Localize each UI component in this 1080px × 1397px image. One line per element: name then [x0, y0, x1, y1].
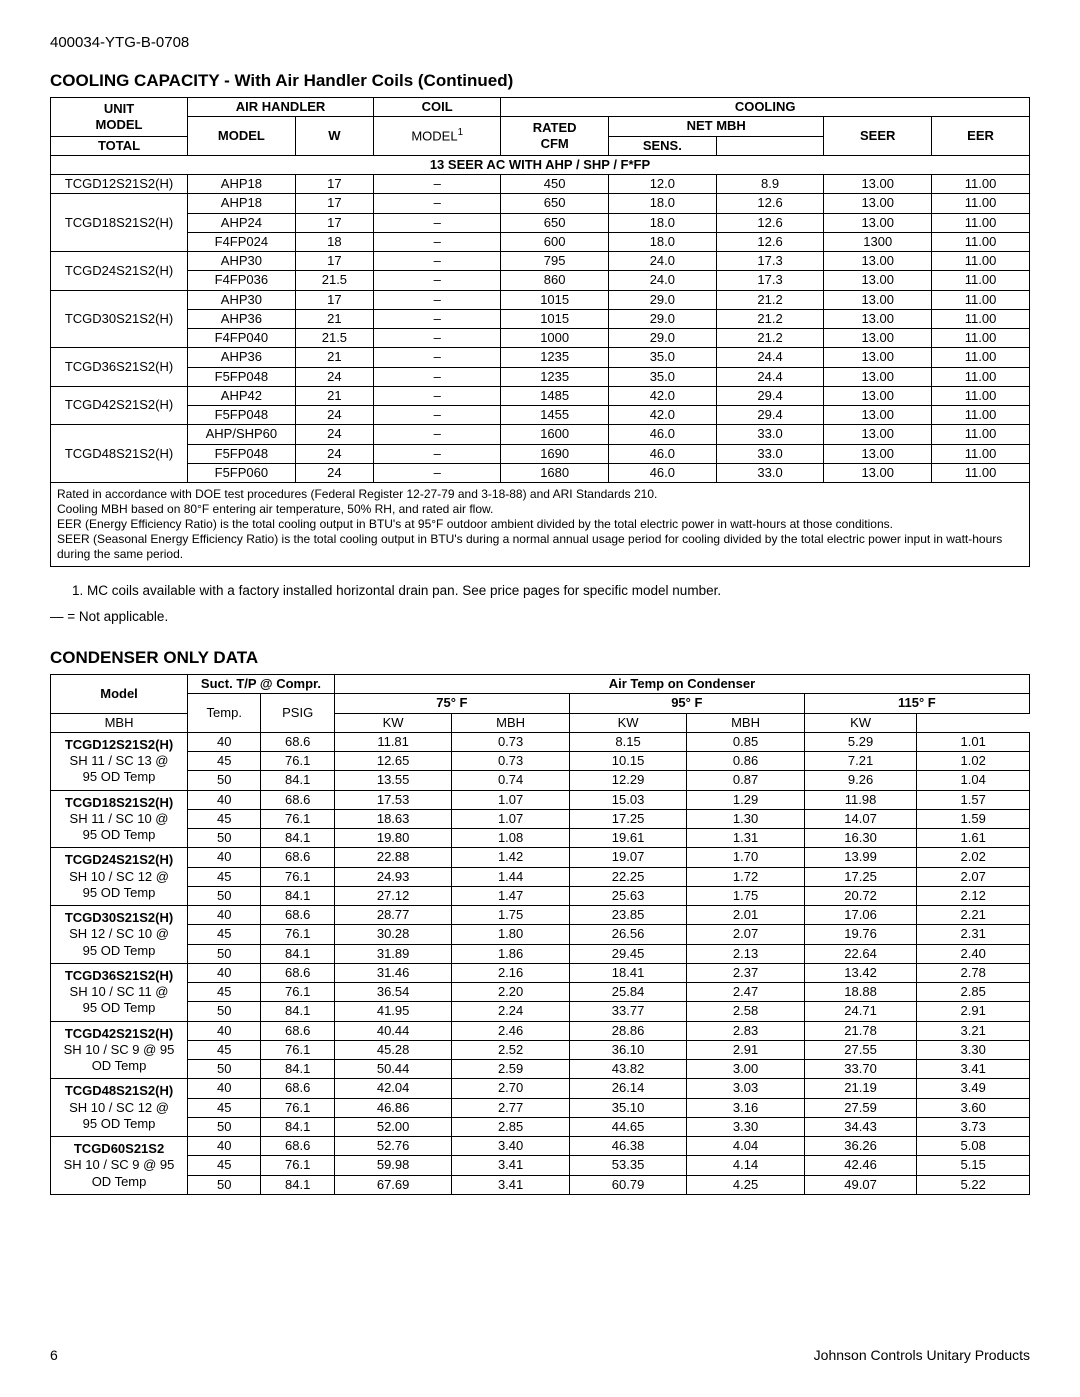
- table-row: AHP3621–101529.021.213.0011.00: [51, 309, 1030, 328]
- table-row: 4576.145.282.5236.102.9127.553.30: [51, 1040, 1030, 1059]
- condenser-only-table: Model Suct. T/P @ Compr. Air Temp on Con…: [50, 674, 1030, 1195]
- table1-header: UNITMODEL AIR HANDLER COIL COOLING MODEL…: [51, 98, 1030, 156]
- table-row: 5084.152.002.8544.653.3034.433.73: [51, 1117, 1030, 1136]
- table-row: TCGD30S21S2(H)SH 12 / SC 10 @95 OD Temp4…: [51, 906, 1030, 925]
- table-row: F4FP04021.5–100029.021.213.0011.00: [51, 329, 1030, 348]
- table2-title: CONDENSER ONLY DATA: [50, 648, 1030, 668]
- table-row: 4576.146.862.7735.103.1627.593.60: [51, 1098, 1030, 1117]
- unit-model-cell: TCGD42S21S2(H): [51, 386, 188, 425]
- table-row: 4576.118.631.0717.251.3014.071.59: [51, 809, 1030, 828]
- table-row: TCGD18S21S2(H)AHP1817–65018.012.613.0011…: [51, 194, 1030, 213]
- footer-company: Johnson Controls Unitary Products: [814, 1347, 1030, 1363]
- condenser-model-cell: TCGD30S21S2(H)SH 12 / SC 10 @95 OD Temp: [51, 906, 188, 964]
- table-row: F5FP04824–145542.029.413.0011.00: [51, 406, 1030, 425]
- table1-title: COOLING CAPACITY - With Air Handler Coil…: [50, 71, 1030, 91]
- page-number: 6: [50, 1347, 58, 1363]
- table-row: TCGD12S21S2(H)SH 11 / SC 13 @95 OD Temp4…: [51, 732, 1030, 751]
- table-row: TCGD42S21S2(H)SH 10 / SC 9 @ 95OD Temp40…: [51, 1021, 1030, 1040]
- condenser-model-cell: TCGD36S21S2(H)SH 10 / SC 11 @95 OD Temp: [51, 963, 188, 1021]
- table-row: TCGD36S21S2(H)SH 10 / SC 11 @95 OD Temp4…: [51, 963, 1030, 982]
- table-row: 4576.124.931.4422.251.7217.252.07: [51, 867, 1030, 886]
- table2-header: Model Suct. T/P @ Compr. Air Temp on Con…: [51, 675, 1030, 733]
- table1-notes: Rated in accordance with DOE test proced…: [51, 483, 1030, 567]
- table-row: 5084.131.891.8629.452.1322.642.40: [51, 944, 1030, 963]
- table-row: 4576.136.542.2025.842.4718.882.85: [51, 983, 1030, 1002]
- table-row: TCGD24S21S2(H)SH 10 / SC 12 @95 OD Temp4…: [51, 848, 1030, 867]
- table-row: F4FP03621.5–86024.017.313.0011.00: [51, 271, 1030, 290]
- unit-model-cell: TCGD30S21S2(H): [51, 290, 188, 348]
- table-row: 4576.112.650.7310.150.867.211.02: [51, 752, 1030, 771]
- table-row: TCGD30S21S2(H)AHP3017–101529.021.213.001…: [51, 290, 1030, 309]
- table-row: 4576.130.281.8026.562.0719.762.31: [51, 925, 1030, 944]
- doc-id: 400034-YTG-B-0708: [50, 34, 1030, 51]
- table1-section-label: 13 SEER AC WITH AHP / SHP / F*FP: [51, 155, 1030, 174]
- condenser-model-cell: TCGD42S21S2(H)SH 10 / SC 9 @ 95OD Temp: [51, 1021, 188, 1079]
- unit-model-cell: TCGD36S21S2(H): [51, 348, 188, 387]
- table-row: F5FP06024–168046.033.013.0011.00: [51, 463, 1030, 482]
- table-row: 5084.127.121.4725.631.7520.722.12: [51, 886, 1030, 905]
- table-row: AHP2417–65018.012.613.0011.00: [51, 213, 1030, 232]
- table-row: 5084.119.801.0819.611.3116.301.61: [51, 829, 1030, 848]
- table-row: F4FP02418–60018.012.6130011.00: [51, 232, 1030, 251]
- unit-model-cell: TCGD48S21S2(H): [51, 425, 188, 483]
- table-row: TCGD18S21S2(H)SH 11 / SC 10 @95 OD Temp4…: [51, 790, 1030, 809]
- table-row: 5084.141.952.2433.772.5824.712.91: [51, 1002, 1030, 1021]
- table-row: F5FP04824–169046.033.013.0011.00: [51, 444, 1030, 463]
- table-row: TCGD48S21S2(H)AHP/SHP6024–160046.033.013…: [51, 425, 1030, 444]
- unit-model-cell: TCGD18S21S2(H): [51, 194, 188, 252]
- table-row: 5084.167.693.4160.794.2549.075.22: [51, 1175, 1030, 1194]
- condenser-model-cell: TCGD18S21S2(H)SH 11 / SC 10 @95 OD Temp: [51, 790, 188, 848]
- table-row: TCGD48S21S2(H)SH 10 / SC 12 @95 OD Temp4…: [51, 1079, 1030, 1098]
- condenser-model-cell: TCGD48S21S2(H)SH 10 / SC 12 @95 OD Temp: [51, 1079, 188, 1137]
- table-row: 5084.113.550.7412.290.879.261.04: [51, 771, 1030, 790]
- table-row: 4576.159.983.4153.354.1442.465.15: [51, 1156, 1030, 1175]
- table-row: TCGD60S21S2SH 10 / SC 9 @ 95OD Temp4068.…: [51, 1137, 1030, 1156]
- table-row: TCGD24S21S2(H)AHP3017–79524.017.313.0011…: [51, 252, 1030, 271]
- table-row: TCGD12S21S2(H)AHP1817–45012.08.913.0011.…: [51, 175, 1030, 194]
- cooling-capacity-table: UNITMODEL AIR HANDLER COIL COOLING MODEL…: [50, 97, 1030, 567]
- table-row: TCGD42S21S2(H)AHP4221–148542.029.413.001…: [51, 386, 1030, 405]
- table1-footnotes: 1. MC coils available with a factory ins…: [72, 581, 1030, 626]
- condenser-model-cell: TCGD24S21S2(H)SH 10 / SC 12 @95 OD Temp: [51, 848, 188, 906]
- condenser-model-cell: TCGD12S21S2(H)SH 11 / SC 13 @95 OD Temp: [51, 732, 188, 790]
- table-row: 5084.150.442.5943.823.0033.703.41: [51, 1060, 1030, 1079]
- page-footer: 6 Johnson Controls Unitary Products: [50, 1347, 1030, 1363]
- table-row: F5FP04824–123535.024.413.0011.00: [51, 367, 1030, 386]
- unit-model-cell: TCGD12S21S2(H): [51, 175, 188, 194]
- unit-model-cell: TCGD24S21S2(H): [51, 252, 188, 291]
- condenser-model-cell: TCGD60S21S2SH 10 / SC 9 @ 95OD Temp: [51, 1137, 188, 1195]
- table-row: TCGD36S21S2(H)AHP3621–123535.024.413.001…: [51, 348, 1030, 367]
